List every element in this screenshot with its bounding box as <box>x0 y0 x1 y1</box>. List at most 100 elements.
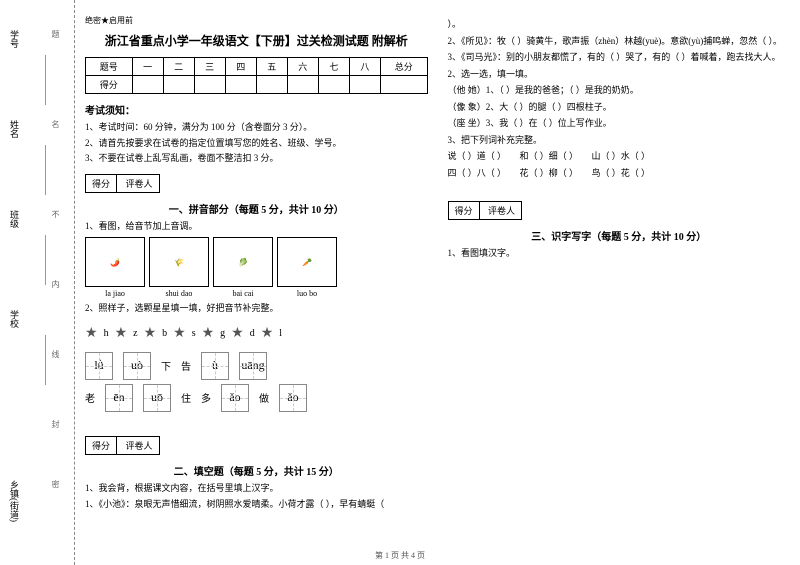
question-text: 2、选一选，填一填。 <box>448 68 791 82</box>
binding-hint: 题 <box>50 30 61 38</box>
star-icon: ★ <box>144 325 157 342</box>
section-title: 二、填空题（每题 5 分，共计 15 分） <box>85 463 428 478</box>
pinyin-label: shui dao <box>149 289 209 298</box>
binding-label: 乡镇(街道) <box>8 480 21 522</box>
notice-item: 3、不要在试卷上乱写乱画，卷面不整洁扣 3 分。 <box>85 152 428 166</box>
binding-line <box>45 235 46 285</box>
tianzige-cell: uāng <box>239 352 267 380</box>
tianzige-cell: ǎo <box>279 384 307 412</box>
th: 七 <box>318 58 349 76</box>
food-image-icon: 🥬 <box>213 237 273 287</box>
notice-heading: 考试须知： <box>85 102 428 117</box>
char-label: 多 <box>201 390 211 405</box>
question-item: （座 坐）3、我（ ）在（ ）位上写作业。 <box>448 117 791 131</box>
left-column: 绝密★启用前 浙江省重点小学一年级语文【下册】过关检测试题 附解析 题号 一 二… <box>85 15 428 550</box>
tianzige-cell: uō <box>143 384 171 412</box>
char-label: 做 <box>259 390 269 405</box>
grader-label: 评卷人 <box>120 175 159 192</box>
question-item: 1、《小池》：泉眼无声惜细流，树阴照水爱晴柔。小荷才露（ ），早有蜻蜓（ <box>85 498 428 512</box>
th: 三 <box>194 58 225 76</box>
score-entry-box: 得分 评卷人 <box>85 436 160 455</box>
binding-label: 姓名 <box>8 120 21 138</box>
table-row: 得分 <box>86 76 428 94</box>
classification-label: 绝密★启用前 <box>85 15 428 26</box>
th: 总分 <box>380 58 427 76</box>
binding-line <box>45 335 46 385</box>
question-item: 说（ ）道（ ） 和（ ）细（ ） 山（ ）水（ ） <box>448 150 791 164</box>
th: 一 <box>132 58 163 76</box>
right-column: ）。 2、《所见》：牧（ ）骑黄牛，歌声振（zhèn）林越(yuè)。意欲(yù… <box>448 15 791 550</box>
td: 得分 <box>86 76 133 94</box>
th: 二 <box>163 58 194 76</box>
pinyin-label: luo bo <box>277 289 337 298</box>
score-table: 题号 一 二 三 四 五 六 七 八 总分 得分 <box>85 57 428 94</box>
th: 四 <box>225 58 256 76</box>
binding-label: 学号 <box>8 30 21 48</box>
image-item: 🌾 shui dao <box>149 237 209 298</box>
tianzige-cell: ù <box>201 352 229 380</box>
char-label: 告 <box>181 358 191 373</box>
section-title: 三、识字写字（每题 5 分，共计 10 分） <box>448 228 791 243</box>
binding-hint: 名 <box>50 120 61 128</box>
char-label: 老 <box>85 390 95 405</box>
table-row: 题号 一 二 三 四 五 六 七 八 总分 <box>86 58 428 76</box>
tianzige-cell: lǜ <box>85 352 113 380</box>
score-label: 得分 <box>449 202 480 219</box>
question-item: 3、《司马光》：别的小朋友都慌了，有的（ ）哭了，有的（ ）着喊着，跑去找大人。 <box>448 51 791 65</box>
food-image-icon: 🥕 <box>277 237 337 287</box>
star-icon: ★ <box>231 325 244 342</box>
section-title: 一、拼音部分（每题 5 分，共计 10 分） <box>85 201 428 216</box>
image-item: 🥕 luo bo <box>277 237 337 298</box>
char-label: 下 <box>161 358 171 373</box>
tianzige-cell: ǎo <box>221 384 249 412</box>
notice-item: 2、请首先按要求在试卷的指定位置填写您的姓名、班级、学号。 <box>85 137 428 151</box>
score-label: 得分 <box>86 175 117 192</box>
binding-strip: 学号 姓名 班级 学校 乡镇(街道) 题 名 不 内 线 封 密 <box>0 0 75 565</box>
grader-label: 评卷人 <box>482 202 521 219</box>
star-icon: ★ <box>115 325 128 342</box>
th: 六 <box>287 58 318 76</box>
star-icon: ★ <box>202 325 215 342</box>
char-label: 住 <box>181 390 191 405</box>
pinyin-label: bai cai <box>213 289 273 298</box>
th: 五 <box>256 58 287 76</box>
binding-hint: 不 <box>50 210 61 218</box>
tianzige-row: 老 ēn uō 住 多 ǎo 做 ǎo <box>85 384 428 412</box>
binding-hint: 密 <box>50 480 61 488</box>
binding-line <box>45 145 46 195</box>
food-image-icon: 🌶️ <box>85 237 145 287</box>
image-item: 🌶️ la jiao <box>85 237 145 298</box>
tianzige-cell: ēn <box>105 384 133 412</box>
image-item: 🥬 bai cai <box>213 237 273 298</box>
grader-label: 评卷人 <box>120 437 159 454</box>
score-entry-box: 得分 评卷人 <box>85 174 160 193</box>
question-text: 1、看图填汉字。 <box>448 247 791 261</box>
star-icon: ★ <box>173 325 186 342</box>
binding-line <box>45 55 46 105</box>
image-row: 🌶️ la jiao 🌾 shui dao 🥬 bai cai 🥕 luo bo <box>85 237 428 298</box>
question-text: 1、看图，给音节加上音调。 <box>85 220 428 234</box>
binding-hint: 线 <box>50 350 61 358</box>
binding-hint: 封 <box>50 420 61 428</box>
page-number: 第 1 页 共 4 页 <box>0 550 800 561</box>
question-text: 1、我会背，根据课文内容，在括号里填上汉字。 <box>85 482 428 496</box>
binding-hint: 内 <box>50 280 61 288</box>
tianzige-row: lǜ uò 下 告 ù uāng <box>85 352 428 380</box>
question-item: （他 她）1、（ ）是我的爸爸；（ ）是我的奶奶。 <box>448 84 791 98</box>
th: 题号 <box>86 58 133 76</box>
question-item: ）。 <box>448 18 791 32</box>
question-item: （像 象）2、大（ ）的腿（ ）四根柱子。 <box>448 101 791 115</box>
exam-title: 浙江省重点小学一年级语文【下册】过关检测试题 附解析 <box>85 32 428 49</box>
question-item: 四（ ）八（ ） 花（ ）柳（ ） 鸟（ ）花（ ） <box>448 167 791 181</box>
page-content: 绝密★启用前 浙江省重点小学一年级语文【下册】过关检测试题 附解析 题号 一 二… <box>85 15 790 550</box>
binding-label: 学校 <box>8 310 21 328</box>
notice-item: 1、考试时间：60 分钟，满分为 100 分（含卷面分 3 分）。 <box>85 121 428 135</box>
star-icon: ★ <box>85 325 98 342</box>
food-image-icon: 🌾 <box>149 237 209 287</box>
binding-label: 班级 <box>8 210 21 228</box>
star-icon: ★ <box>261 325 274 342</box>
tianzige-cell: uò <box>123 352 151 380</box>
question-text: 3、把下列词补充完整。 <box>448 134 791 148</box>
score-entry-box: 得分 评卷人 <box>448 201 523 220</box>
question-text: 2、照样子，选颗星星填一填，好把音节补完整。 <box>85 302 428 316</box>
